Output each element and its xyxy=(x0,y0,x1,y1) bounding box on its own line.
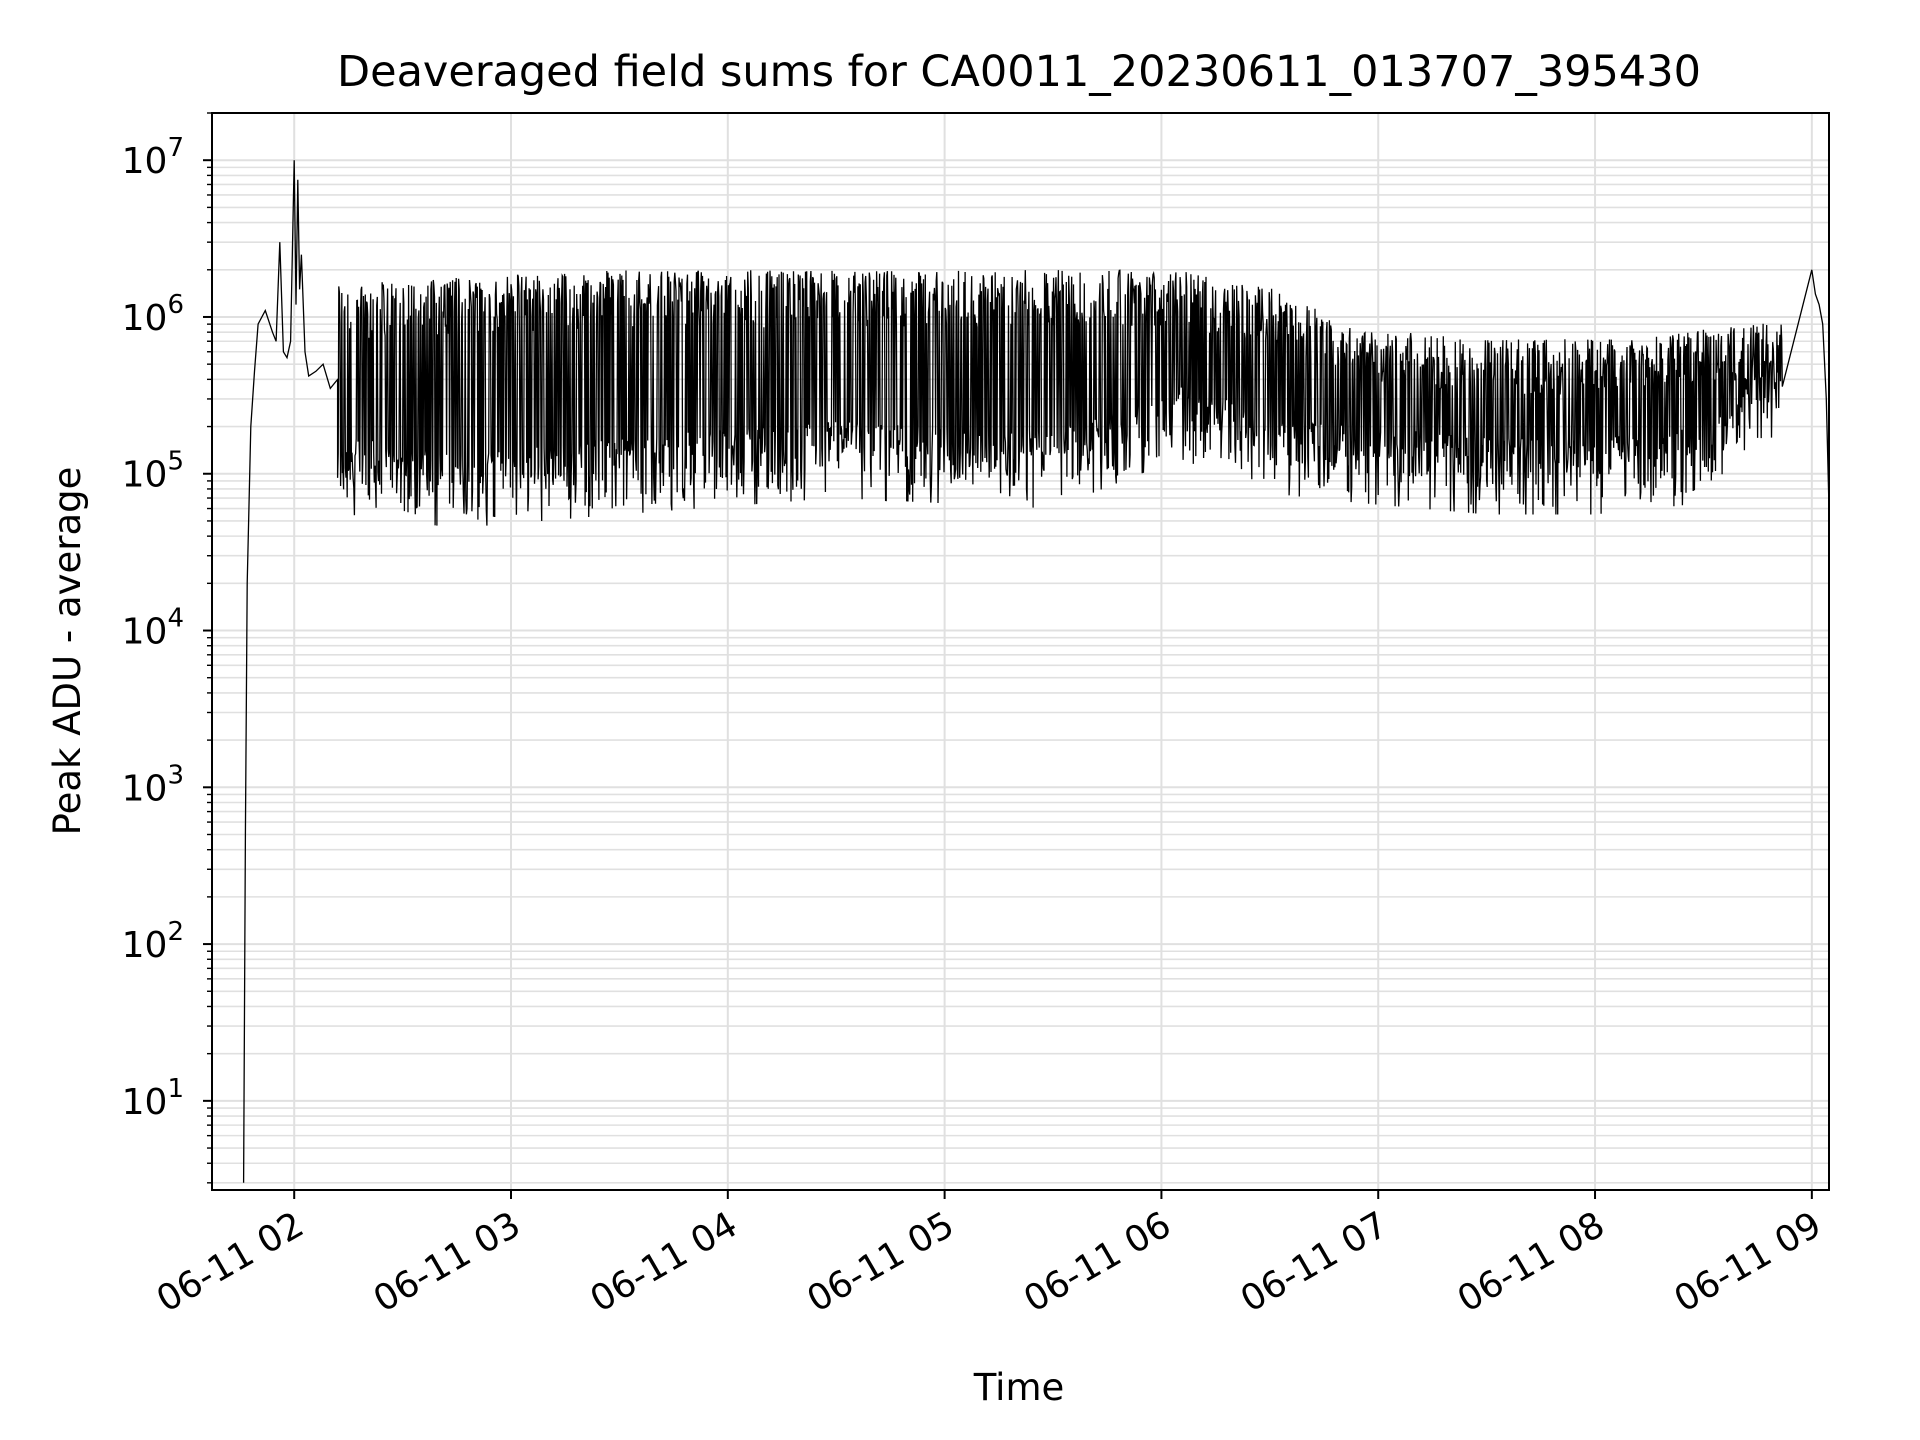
x-axis-label: Time xyxy=(973,1366,1065,1409)
series-line xyxy=(242,160,1830,1183)
plot-area-frame xyxy=(211,112,1830,1191)
series-layer xyxy=(242,160,1830,1183)
y-axis: 101 102 103 104 105 106 107 xyxy=(122,112,212,1184)
y-tick-label: 104 xyxy=(122,604,184,653)
grid-layer xyxy=(212,112,1829,1190)
y-tick-label: 101 xyxy=(122,1074,184,1123)
y-tick-label: 103 xyxy=(122,760,184,809)
y-axis-label: Peak ADU - average xyxy=(46,467,89,836)
y-tick-label: 107 xyxy=(122,133,184,182)
y-tick-label: 106 xyxy=(122,290,184,339)
chart-title: Deaveraged field sums for CA0011_2023061… xyxy=(337,47,1701,97)
y-tick-label: 102 xyxy=(122,917,184,966)
y-tick-label: 105 xyxy=(122,447,184,496)
